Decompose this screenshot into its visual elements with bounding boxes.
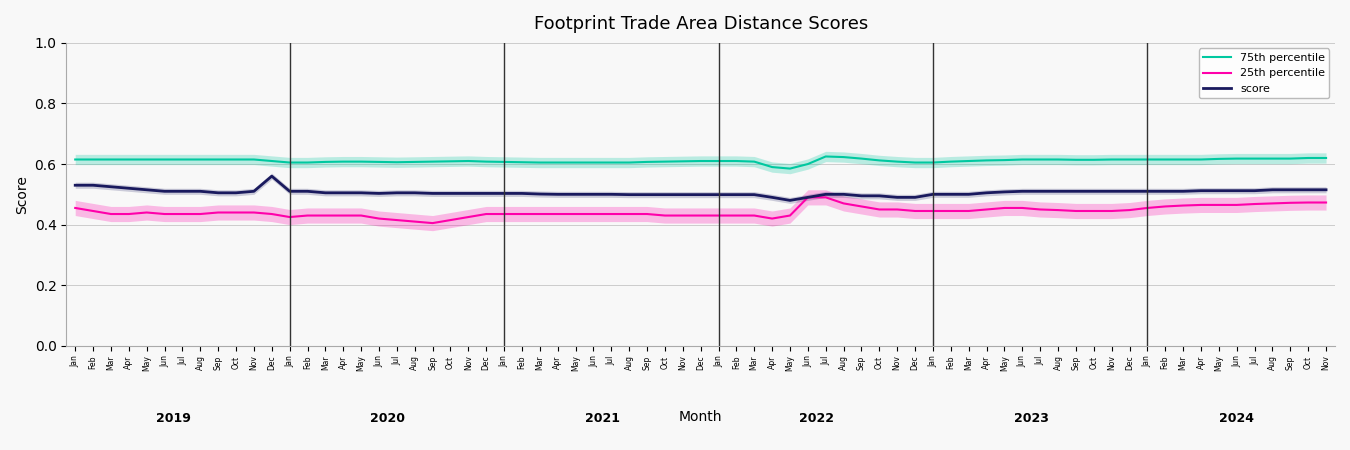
25th percentile	[246, 210, 262, 215]
75th percentile	[103, 157, 119, 162]
score	[246, 189, 262, 194]
score	[1228, 188, 1245, 194]
Text: 2019: 2019	[157, 412, 190, 425]
Line: 75th percentile: 75th percentile	[76, 157, 1326, 169]
Text: 2023: 2023	[1014, 412, 1049, 425]
Text: 2020: 2020	[370, 412, 405, 425]
75th percentile	[818, 154, 834, 159]
75th percentile	[853, 156, 869, 161]
25th percentile	[68, 205, 84, 211]
25th percentile	[853, 204, 869, 209]
25th percentile	[1282, 200, 1299, 206]
score	[782, 198, 798, 203]
Y-axis label: Score: Score	[15, 175, 28, 214]
75th percentile	[675, 158, 691, 164]
Text: 2021: 2021	[585, 412, 620, 425]
75th percentile	[246, 157, 262, 162]
X-axis label: Month: Month	[679, 410, 722, 424]
Line: score: score	[76, 176, 1326, 200]
score	[263, 173, 279, 179]
25th percentile	[1318, 200, 1334, 205]
Line: 25th percentile: 25th percentile	[76, 198, 1326, 223]
75th percentile	[68, 157, 84, 162]
score	[103, 184, 119, 189]
25th percentile	[799, 195, 815, 200]
score	[693, 192, 709, 198]
Text: 2024: 2024	[1219, 412, 1254, 425]
25th percentile	[1228, 202, 1245, 207]
25th percentile	[424, 220, 440, 226]
75th percentile	[1282, 156, 1299, 161]
Text: 2022: 2022	[799, 412, 834, 425]
score	[68, 183, 84, 188]
score	[853, 193, 869, 198]
Title: Footprint Trade Area Distance Scores: Footprint Trade Area Distance Scores	[533, 15, 868, 33]
score	[1282, 187, 1299, 193]
25th percentile	[103, 212, 119, 217]
75th percentile	[1318, 155, 1334, 161]
25th percentile	[693, 213, 709, 218]
75th percentile	[782, 166, 798, 171]
score	[1318, 187, 1334, 193]
Legend: 75th percentile, 25th percentile, score: 75th percentile, 25th percentile, score	[1199, 49, 1330, 99]
75th percentile	[1228, 156, 1245, 161]
